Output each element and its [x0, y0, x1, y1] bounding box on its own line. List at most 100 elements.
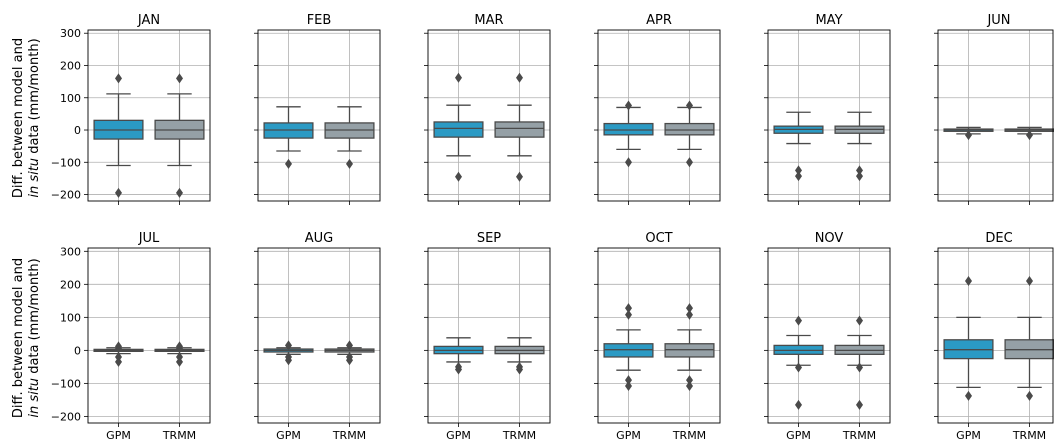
x-tick-label: GPM	[446, 429, 471, 441]
gpm-outlier	[795, 165, 802, 176]
subplot-aug: GPM TRMM AUG	[254, 231, 381, 441]
subplot-apr: APR	[594, 13, 721, 205]
y-axis-label-italic: in situ	[27, 158, 42, 198]
subplot-title: JUN	[986, 13, 1010, 28]
trmm-outlier	[856, 362, 863, 373]
x-tick-label: TRMM	[842, 429, 876, 441]
subplot-frame	[597, 247, 721, 424]
trmm-box	[664, 343, 715, 358]
gpm-outlier	[115, 73, 122, 84]
trmm-outlier	[686, 375, 693, 386]
subplot-title: OCT	[645, 231, 672, 246]
y-axis-label-row2-line2: in situ data (mm/month)	[27, 258, 42, 417]
y-tick-label: 0	[74, 124, 81, 137]
gpm-outlier	[795, 171, 802, 182]
subplot-frame	[937, 247, 1054, 424]
subplot-frame	[937, 29, 1054, 202]
trmm-box	[494, 121, 545, 138]
subplot-frame	[257, 247, 381, 424]
gpm-outlier	[965, 276, 972, 287]
x-tick-label: GPM	[956, 429, 981, 441]
gpm-outlier	[285, 340, 292, 351]
subplot-frame	[767, 29, 891, 202]
subplot-jan: −200 −100 0 100 200 300 JAN	[51, 13, 211, 205]
gpm-outlier	[625, 309, 632, 320]
trmm-outlier	[686, 157, 693, 168]
x-tick-label: GPM	[276, 429, 301, 441]
subplot-frame	[597, 29, 721, 202]
y-tick-label: 0	[74, 344, 81, 357]
gpm-outlier	[625, 375, 632, 386]
subplot-sep: GPM TRMM SEP	[424, 231, 551, 441]
subplot-may: MAY	[764, 13, 891, 205]
trmm-outlier	[516, 72, 523, 83]
subplot-title: SEP	[477, 231, 501, 246]
y-tick-label: 200	[60, 59, 81, 72]
subplot-title: DEC	[985, 231, 1012, 246]
trmm-box	[664, 122, 715, 136]
trmm-outlier	[686, 303, 693, 314]
x-tick-label: GPM	[616, 429, 641, 441]
trmm-outlier	[1026, 130, 1033, 141]
subplot-dec: GPM TRMM DEC	[934, 231, 1054, 441]
trmm-outlier	[856, 171, 863, 182]
subplot-nov: GPM TRMM NOV	[764, 231, 891, 441]
x-tick-label: TRMM	[332, 429, 366, 441]
subplot-frame	[87, 29, 211, 202]
subplot-frame	[427, 247, 551, 424]
trmm-outlier	[516, 171, 523, 182]
gpm-outlier	[625, 303, 632, 314]
y-tick-label: −100	[51, 377, 81, 390]
gpm-outlier	[285, 158, 292, 169]
subplot-oct: GPM TRMM OCT	[594, 231, 721, 441]
trmm-outlier	[176, 343, 183, 354]
trmm-outlier	[346, 158, 353, 169]
gpm-outlier	[115, 187, 122, 198]
subplot-title: APR	[646, 13, 672, 28]
trmm-outlier	[346, 351, 353, 362]
trmm-outlier	[176, 351, 183, 362]
y-axis-label-rest: data (mm/month)	[27, 38, 42, 158]
x-tick-label: GPM	[786, 429, 811, 441]
trmm-outlier	[686, 100, 693, 111]
subplot-title: MAR	[474, 13, 503, 28]
gpm-box	[433, 121, 484, 138]
y-axis-label-row2-line1: Diff. between model and	[11, 258, 26, 418]
subplot-title: AUG	[305, 231, 333, 246]
subplot-frame	[87, 247, 211, 424]
y-axis-label-italic: in situ	[27, 378, 42, 418]
y-axis-label-row1-line2: in situ data (mm/month)	[27, 38, 42, 197]
gpm-outlier	[115, 351, 122, 362]
trmm-outlier	[856, 399, 863, 410]
y-axis-label-row1-line1: Diff. between model and	[11, 38, 26, 198]
subplot-title: JAN	[137, 13, 160, 28]
gpm-outlier	[795, 399, 802, 410]
y-tick-label: 300	[60, 27, 81, 40]
gpm-outlier	[625, 100, 632, 111]
gpm-outlier	[285, 351, 292, 362]
trmm-outlier	[176, 73, 183, 84]
y-axis-label-rest: data (mm/month)	[27, 258, 42, 378]
trmm-outlier	[686, 309, 693, 320]
gpm-outlier	[115, 343, 122, 354]
gpm-outlier	[795, 315, 802, 326]
subplot-title: NOV	[815, 231, 844, 246]
y-tick-label: 100	[60, 92, 81, 105]
x-tick-label: TRMM	[502, 429, 536, 441]
subplot-mar: MAR	[424, 13, 551, 205]
gpm-outlier	[965, 390, 972, 401]
y-tick-label: −200	[51, 410, 81, 423]
trmm-outlier	[856, 315, 863, 326]
gpm-outlier	[625, 157, 632, 168]
gpm-outlier	[625, 381, 632, 392]
subplot-title: FEB	[307, 13, 332, 28]
y-tick-label: 200	[60, 278, 81, 291]
trmm-outlier	[856, 165, 863, 176]
gpm-outlier	[455, 171, 462, 182]
subplot-jul: −200 −100 0 100 200 300 GPM TRMM JUL	[51, 231, 211, 441]
trmm-outlier	[176, 187, 183, 198]
subplot-frame	[257, 29, 381, 202]
subplot-frame	[427, 29, 551, 202]
subplot-feb: FEB	[254, 13, 381, 205]
x-tick-label: TRMM	[672, 429, 706, 441]
